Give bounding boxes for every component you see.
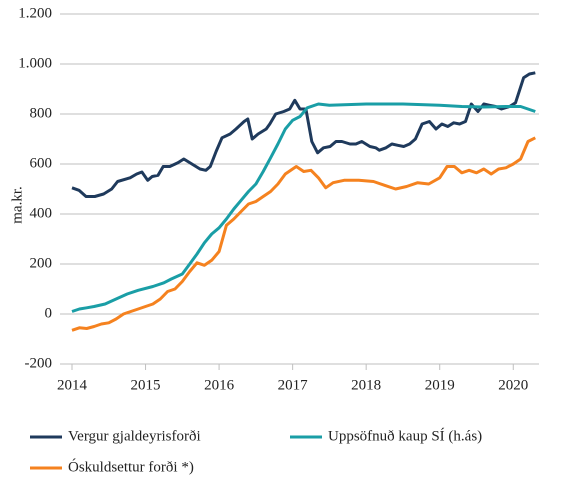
legend-label: Uppsöfnuð kaup SÍ (h.ás) bbox=[328, 427, 482, 444]
y-tick-label: 1.000 bbox=[18, 55, 52, 71]
x-tick-label: 2016 bbox=[204, 377, 235, 393]
y-tick-label: 800 bbox=[30, 105, 53, 121]
x-tick-label: 2018 bbox=[351, 377, 381, 393]
x-tick-label: 2014 bbox=[57, 377, 88, 393]
y-tick-label: 1.200 bbox=[18, 5, 52, 21]
y-tick-label: 400 bbox=[30, 205, 53, 221]
x-tick-label: 2017 bbox=[278, 377, 309, 393]
legend-label: Vergur gjaldeyrisforði bbox=[68, 428, 201, 444]
series-line bbox=[71, 136, 536, 332]
x-tick-label: 2015 bbox=[131, 377, 161, 393]
y-tick-label: 600 bbox=[30, 155, 53, 171]
legend-label: Óskuldsettur forði *) bbox=[68, 458, 194, 475]
y-axis-label: ma.kr. bbox=[9, 186, 25, 224]
y-tick-label: -200 bbox=[25, 355, 53, 371]
series-line bbox=[71, 102, 536, 313]
x-tick-label: 2020 bbox=[498, 377, 528, 393]
y-tick-label: 0 bbox=[45, 305, 53, 321]
y-tick-label: 200 bbox=[30, 255, 53, 271]
x-tick-label: 2019 bbox=[425, 377, 455, 393]
series-line bbox=[71, 71, 536, 198]
